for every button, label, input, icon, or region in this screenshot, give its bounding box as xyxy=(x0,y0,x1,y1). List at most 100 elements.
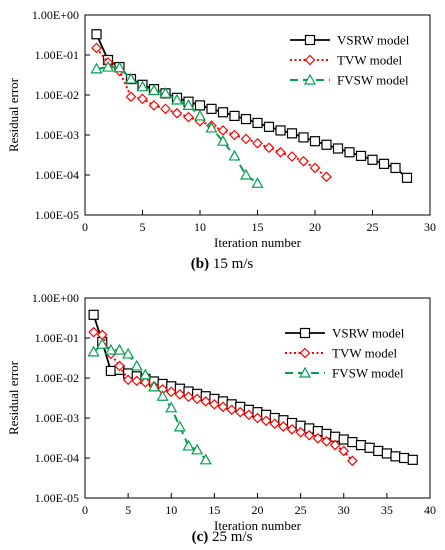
figure-caption: (c) 25 m/s xyxy=(192,529,253,545)
data-point xyxy=(378,158,390,169)
data-point xyxy=(147,84,161,96)
figure-caption: (b) 15 m/s xyxy=(191,256,254,272)
y-tick-label: 1.00E-02 xyxy=(35,371,79,385)
data-point xyxy=(183,111,194,123)
caption-text: 15 m/s xyxy=(209,256,253,272)
data-point xyxy=(243,409,255,421)
x-tick-label: 0 xyxy=(82,220,88,234)
data-point xyxy=(286,128,298,139)
y-tick-label: 1.00E+00 xyxy=(32,8,79,22)
data-point xyxy=(373,445,384,457)
caption-text: 25 m/s xyxy=(208,529,252,545)
data-point xyxy=(88,309,99,320)
data-point xyxy=(174,389,186,400)
data-point xyxy=(364,442,375,453)
x-tick-label: 25 xyxy=(295,503,307,517)
data-point xyxy=(91,29,102,40)
x-tick-label: 30 xyxy=(424,220,436,234)
series-line xyxy=(95,33,408,179)
data-point xyxy=(355,440,367,451)
data-point xyxy=(332,143,344,154)
data-point xyxy=(90,62,103,74)
data-point xyxy=(295,426,306,438)
data-point xyxy=(96,337,109,349)
data-point xyxy=(173,420,186,432)
data-point xyxy=(183,391,194,403)
caption-letter: (b) xyxy=(191,256,209,272)
data-point xyxy=(136,80,149,92)
data-point xyxy=(309,162,321,174)
data-point xyxy=(344,147,355,158)
legend-label: FVSW model xyxy=(337,73,409,88)
data-point xyxy=(124,72,138,84)
data-point xyxy=(390,162,401,174)
x-tick-label: 0 xyxy=(82,503,88,517)
legend: VSRW model TVW model FVSW model xyxy=(285,326,405,381)
legend-marker xyxy=(303,73,317,85)
data-point xyxy=(122,374,134,386)
x-tick-label: 20 xyxy=(252,503,264,517)
x-tick-label: 40 xyxy=(424,503,436,517)
data-point xyxy=(156,390,169,401)
data-point xyxy=(159,87,172,98)
data-point xyxy=(269,418,281,430)
x-tick-label: 35 xyxy=(381,503,393,517)
data-point xyxy=(165,386,177,398)
x-tick-label: 30 xyxy=(338,503,350,517)
legend-label: FVSW model xyxy=(332,366,404,381)
legend-marker xyxy=(304,54,316,66)
data-point xyxy=(338,445,350,457)
data-point xyxy=(191,443,204,455)
data-point xyxy=(228,149,241,161)
data-point xyxy=(91,42,102,54)
x-tick-label: 15 xyxy=(252,220,264,234)
data-point xyxy=(101,60,115,72)
data-point xyxy=(381,448,392,459)
data-point xyxy=(321,171,332,183)
data-point xyxy=(226,404,237,416)
data-point xyxy=(139,368,152,380)
y-tick-label: 1.00E+00 xyxy=(32,291,79,305)
data-point xyxy=(114,360,125,372)
data-point xyxy=(298,155,309,167)
data-point xyxy=(147,380,161,392)
data-point xyxy=(205,121,218,133)
data-point xyxy=(260,415,272,427)
y-tick-label: 1.00E-05 xyxy=(35,208,79,222)
data-point xyxy=(239,168,253,180)
data-point xyxy=(182,99,195,110)
x-axis-label: Iteration number xyxy=(214,235,302,250)
data-point xyxy=(251,177,264,188)
data-point xyxy=(191,393,203,405)
data-point xyxy=(355,150,367,162)
data-point xyxy=(298,132,309,143)
data-point xyxy=(240,113,252,125)
legend: VSRW model TVW model FVSW model xyxy=(290,33,410,88)
data-point xyxy=(263,142,275,154)
data-point xyxy=(401,172,413,183)
data-point xyxy=(252,137,263,149)
data-point xyxy=(137,93,148,105)
data-point xyxy=(194,100,206,111)
data-point xyxy=(286,424,298,435)
data-point xyxy=(252,117,263,129)
data-point xyxy=(229,110,240,122)
x-tick-label: 5 xyxy=(125,503,131,517)
series-triangle xyxy=(90,60,264,188)
data-point xyxy=(263,121,275,132)
data-point xyxy=(87,345,100,357)
data-point xyxy=(347,455,358,467)
y-axis-label: Residual error xyxy=(6,360,21,435)
data-point xyxy=(165,401,178,413)
data-point xyxy=(278,421,289,432)
data-point xyxy=(160,103,171,115)
y-tick-label: 1.00E-05 xyxy=(35,491,79,505)
legend-marker xyxy=(299,327,311,339)
data-point xyxy=(321,436,332,447)
data-point xyxy=(390,451,401,462)
x-axis-label: Iteration number xyxy=(214,518,302,533)
data-point xyxy=(206,103,217,114)
caption-letter: (c) xyxy=(192,529,209,545)
x-tick-label: 25 xyxy=(367,220,379,234)
